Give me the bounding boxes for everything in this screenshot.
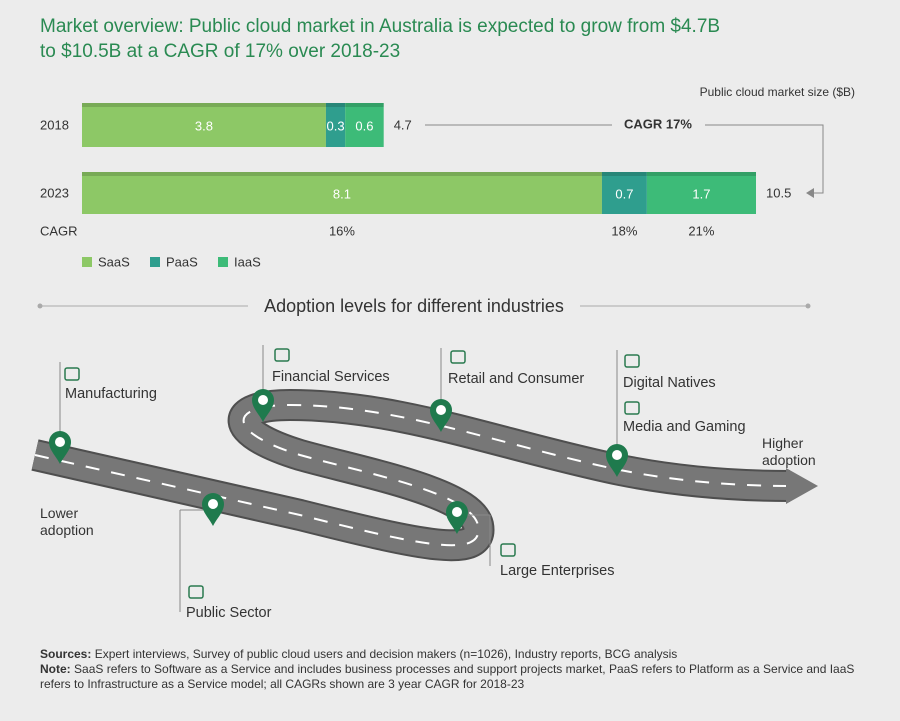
note: Note: SaaS refers to Software as a Servi…	[40, 662, 870, 692]
note-text: SaaS refers to Software as a Service and…	[40, 662, 855, 691]
section-title: Adoption levels for different industries	[264, 296, 564, 316]
pin	[446, 501, 468, 534]
bar-segment	[325, 103, 346, 147]
bar-top	[345, 103, 384, 107]
legend-swatch	[218, 257, 228, 267]
road-dashes	[34, 403, 791, 547]
road-arrow	[786, 468, 818, 504]
bracket	[705, 124, 824, 194]
bar-segment	[82, 172, 602, 214]
total-label: 10.5	[766, 185, 791, 200]
industry-label: Retail and Consumer	[448, 371, 584, 387]
legend-label: IaaS	[234, 254, 261, 269]
arrowhead	[806, 188, 814, 198]
sources: Sources: Expert interviews, Survey of pu…	[40, 647, 870, 662]
pin-hole	[55, 437, 65, 447]
industry-icon	[624, 401, 640, 415]
industry-icon	[64, 367, 80, 381]
pin-hole	[452, 507, 462, 517]
bar-top	[601, 172, 647, 176]
pin-hole	[258, 395, 268, 405]
annotation: CAGR 17%	[624, 116, 692, 131]
value-label: 3.8	[195, 118, 213, 133]
sources-label: Sources:	[40, 647, 92, 661]
industry-label: Digital Natives	[623, 375, 716, 391]
note-label: Note:	[40, 662, 71, 676]
pin-hole	[436, 405, 446, 415]
legend-label: PaaS	[166, 254, 198, 269]
category-label: 2023	[40, 185, 69, 200]
value-label: 1.7	[692, 186, 710, 201]
cagr-value: 16%	[329, 223, 355, 238]
industry-icon	[188, 585, 204, 599]
bar-top	[646, 172, 756, 176]
pin-hole	[612, 450, 622, 460]
legend-label: SaaS	[98, 254, 130, 269]
divider-dot	[805, 303, 811, 309]
pin	[252, 389, 274, 422]
divider-dot	[37, 303, 43, 309]
total-label: 4.7	[394, 117, 412, 132]
bar-top	[82, 172, 602, 176]
bar-top	[82, 103, 326, 107]
pin	[202, 493, 224, 526]
cagr-value: 18%	[611, 223, 637, 238]
pin-hole	[208, 499, 218, 509]
value-label: 0.3	[327, 118, 345, 133]
cagr-row-label: CAGR	[40, 223, 78, 238]
industry-label: Large Enterprises	[500, 563, 614, 579]
bar-segment	[82, 103, 326, 147]
high-label: Higher adoption	[762, 435, 816, 468]
pin	[430, 399, 452, 432]
pin	[606, 444, 628, 477]
industry-label: Manufacturing	[65, 386, 157, 402]
industry-label: Media and Gaming	[623, 419, 746, 435]
cagr-value: 21%	[688, 223, 714, 238]
category-label: 2018	[40, 117, 69, 132]
value-label: 0.6	[355, 118, 373, 133]
value-label: 8.1	[333, 186, 351, 201]
bar-segment	[646, 172, 756, 214]
industry-label: Public Sector	[186, 605, 272, 621]
low-label: Lower adoption	[40, 505, 94, 538]
industry-icon	[450, 350, 466, 364]
value-label: 0.7	[615, 186, 633, 201]
axis-label: Public cloud market size ($B)	[700, 85, 855, 99]
industry-icon	[624, 354, 640, 368]
bar-segment	[601, 172, 647, 214]
legend-swatch	[150, 257, 160, 267]
bar-segment	[345, 103, 384, 147]
bar-top	[325, 103, 346, 107]
pin	[49, 431, 71, 464]
industry-icon	[500, 543, 516, 557]
sources-text: Expert interviews, Survey of public clou…	[94, 647, 678, 661]
chart-title: Market overview: Public cloud market in …	[40, 16, 721, 62]
legend-swatch	[82, 257, 92, 267]
industry-label: Financial Services	[272, 369, 390, 385]
industry-icon	[274, 348, 290, 362]
